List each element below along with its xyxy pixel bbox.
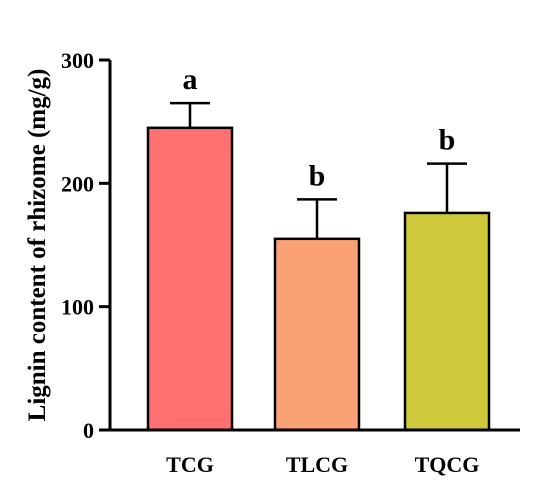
x-tick-label-tqcg: TQCG — [415, 452, 480, 477]
significance-label-tlcg: b — [309, 159, 326, 192]
x-tick-label-tlcg: TLCG — [286, 452, 348, 477]
bar-tqcg — [403, 211, 491, 432]
y-tick-label-300: 300 — [61, 48, 94, 73]
y-axis-title: Lignin content of rhizome (mg/g) — [24, 69, 51, 422]
significance-label-tqcg: b — [439, 124, 456, 157]
y-tick-label-200: 200 — [61, 171, 94, 196]
y-tick-label-100: 100 — [61, 295, 94, 320]
significance-label-tcg: a — [183, 63, 198, 96]
x-tick-label-tcg: TCG — [166, 452, 214, 477]
bar-tcg — [146, 126, 234, 432]
y-tick-label-0: 0 — [83, 418, 94, 443]
plot-area: a TCG b TLCG b TQCG 0 100 200 300 — [61, 48, 520, 477]
bar-tlcg — [273, 237, 361, 432]
